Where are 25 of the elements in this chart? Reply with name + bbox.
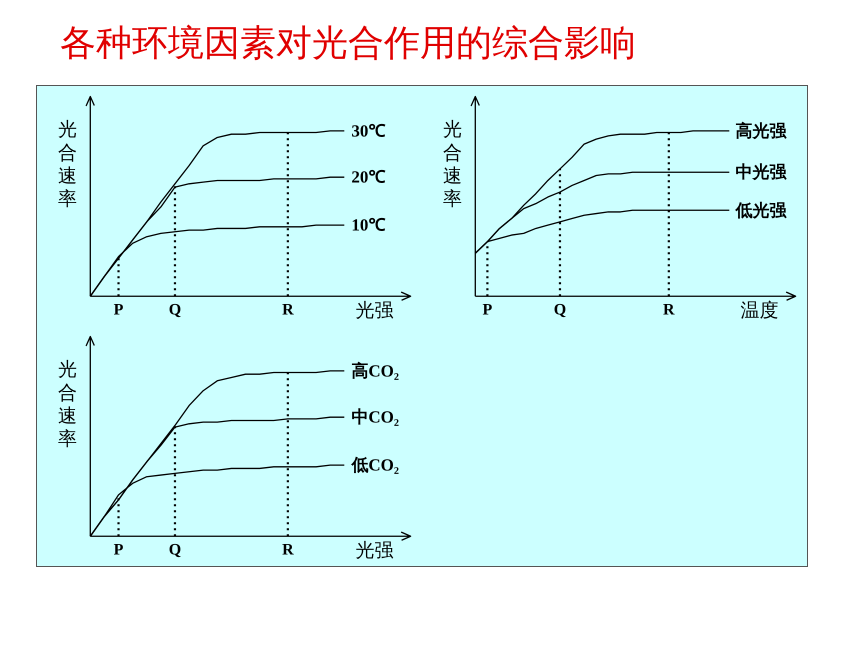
- x-axis-title: 光强: [355, 299, 394, 322]
- series-label: 中光强: [735, 162, 788, 182]
- series-label: 20℃: [351, 168, 386, 187]
- x-tick-label: P: [114, 301, 124, 318]
- y-axis-title: 光合速率: [58, 358, 77, 450]
- chart-title: 各种环境因素对光合作用的综合影响: [60, 22, 636, 66]
- series-label: 高CO₂: [351, 361, 399, 380]
- x-tick-label: Q: [168, 301, 182, 318]
- series-label: 30℃: [351, 121, 386, 140]
- series-label: 低光强: [734, 200, 788, 220]
- series-label: 10℃: [351, 216, 386, 235]
- x-tick-label: P: [114, 541, 124, 558]
- x-tick-label: Q: [168, 541, 182, 558]
- x-tick-label: Q: [554, 301, 566, 318]
- y-axis-title: 光合速率: [58, 118, 77, 210]
- series-label: 低CO₂: [350, 456, 399, 475]
- x-tick-label: R: [282, 301, 294, 318]
- series-label: 高光强: [735, 121, 788, 140]
- x-axis-title: 光强: [355, 539, 394, 562]
- x-axis-title: 温度: [740, 299, 778, 322]
- x-tick-label: P: [482, 301, 493, 318]
- y-axis-title: 光合速率: [442, 118, 462, 210]
- x-tick-label: R: [663, 301, 676, 318]
- series-label: 中CO₂: [351, 408, 399, 427]
- x-tick-label: R: [282, 541, 294, 558]
